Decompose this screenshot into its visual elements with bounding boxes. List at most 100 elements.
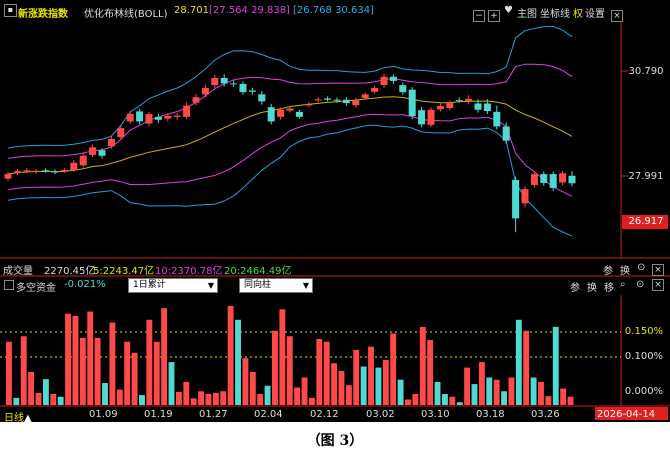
fund-flow-bar (538, 381, 544, 405)
candle-body (305, 104, 313, 106)
candle-body (502, 126, 510, 141)
chart-canvas (0, 22, 670, 420)
close-icon: × (652, 264, 664, 276)
candle-body (295, 111, 303, 117)
volume-param-button[interactable]: 参 (603, 266, 613, 277)
fund-flow-bar (168, 362, 175, 405)
fund-flow-bar (242, 358, 249, 405)
fund-flow-bar (72, 315, 79, 405)
fund-flow-bar (198, 391, 205, 405)
fund-flow-bar (338, 370, 345, 405)
date-badge (595, 407, 668, 420)
fund-flow-bar (57, 396, 64, 405)
subpanel-collapse-icon[interactable] (4, 280, 14, 290)
x-date-label: 2026-04-14 (597, 409, 656, 420)
candle-body (267, 107, 275, 122)
fund-flow-bar (220, 391, 227, 405)
fund-flow-bar (124, 341, 131, 405)
adjust-button[interactable]: 权 (573, 9, 583, 20)
period-label[interactable]: 日线▲ (4, 409, 32, 424)
fund-flow-bar (523, 330, 530, 405)
candle-body (493, 111, 501, 127)
fund-flow-bar (235, 319, 241, 405)
stock-chart-window: ▪ 新涨跌指数 优化布林线(BOLL) 28.701 [27.564 29.83… (0, 0, 670, 424)
fund-flow-bar (28, 372, 35, 405)
fund-flow-bar (272, 330, 278, 405)
fund-flow-bar (249, 372, 256, 405)
fund-flow-bar (257, 394, 264, 405)
boll-band-value: [27.564 29.838] (209, 5, 290, 16)
subpanel-param-button[interactable]: 参 (570, 283, 580, 294)
candle-body (408, 89, 416, 117)
fund-flow-bar (412, 394, 419, 405)
candle-body (211, 77, 219, 86)
fund-flow-bar (493, 379, 500, 405)
candle-body (248, 90, 256, 92)
fund-flow-bar (102, 383, 108, 405)
volume-option-icon[interactable]: ⊙ (637, 262, 646, 273)
candle-body (60, 169, 68, 172)
fund-flow-bar (508, 377, 515, 405)
volume-value: 2270.45亿 (44, 266, 96, 277)
fund-flow-bar (65, 313, 72, 405)
subpanel-move-button[interactable]: 移 (604, 283, 614, 294)
x-label-4: 02.12 (310, 409, 339, 420)
fund-flow-bar (560, 388, 567, 405)
candle-body (230, 83, 238, 85)
bar-mode-dropdown[interactable]: 同向柱 ▼ (239, 278, 313, 293)
chevron-down-icon: ▼ (207, 281, 214, 290)
candle-body (173, 115, 181, 117)
candle-body (23, 170, 31, 172)
fund-flow-bar (353, 350, 360, 405)
candle-body (32, 170, 40, 172)
fund-flow-bar (501, 391, 507, 405)
subpanel-search-icon[interactable]: ⌕ (620, 279, 626, 290)
coordinate-line-button[interactable]: 坐标线 (540, 9, 570, 20)
candle-body (277, 109, 285, 117)
subpanel-option-icon[interactable]: ⊙ (636, 279, 645, 290)
volume-ma10: 10:2370.78亿 (155, 266, 223, 277)
subpanel-value: -0.021% (64, 279, 106, 290)
fund-flow-bar (464, 367, 471, 405)
fund-flow-bar (368, 346, 374, 405)
candle-body (427, 109, 435, 125)
main-chart-button[interactable]: 主图 (517, 9, 537, 20)
fund-flow-bar (478, 362, 485, 405)
candle-body (559, 173, 567, 183)
candle-body (89, 147, 97, 155)
fund-flow-bar (20, 336, 27, 405)
collapse-icon[interactable]: ▪ (4, 4, 17, 17)
fund-flow-bar (279, 309, 286, 405)
volume-switch-button[interactable]: 换 (620, 266, 630, 277)
fund-flow-bar (264, 385, 271, 405)
candle-body (446, 103, 454, 109)
candle-body (107, 139, 115, 147)
subpanel-header: 多空资金 -0.021% 1日累计 ▼ 同向柱 ▼ 参 换 移 ⌕ ⊙ × (0, 277, 670, 295)
fund-flow-bar (87, 311, 94, 405)
subpanel-switch-button[interactable]: 换 (587, 283, 597, 294)
fund-flow-bar (434, 381, 441, 405)
indicator-name[interactable]: 优化布林线(BOLL) (84, 9, 168, 20)
candle-body (145, 113, 153, 124)
fund-flow-bar (146, 319, 153, 405)
x-label-8: 03.26 (531, 409, 560, 420)
bar-mode-dropdown-value: 同向柱 (244, 280, 272, 290)
settings-button[interactable]: 设置 (585, 9, 605, 20)
close-icon: × (652, 279, 664, 291)
favorite-icon[interactable]: ♥ (504, 5, 513, 16)
figure-caption: （图 3） (306, 433, 364, 449)
candle-body (183, 105, 191, 117)
candle-body (192, 97, 200, 103)
period-dropdown[interactable]: 1日累计 ▼ (128, 278, 218, 293)
candle-body (4, 174, 12, 179)
candle-body (474, 103, 482, 110)
fund-flow-bar (13, 397, 20, 405)
price-label-high: 30.790 (628, 66, 664, 77)
candle-body (79, 155, 87, 166)
x-axis-menu-icon[interactable]: ☰ (655, 407, 664, 418)
subpanel-close-button[interactable]: × (652, 279, 664, 291)
sub-axis-label-015: 0.150% (624, 326, 664, 337)
chevron-down-icon: ▼ (302, 281, 309, 290)
candle-body (258, 94, 266, 102)
candle-body (70, 162, 78, 171)
